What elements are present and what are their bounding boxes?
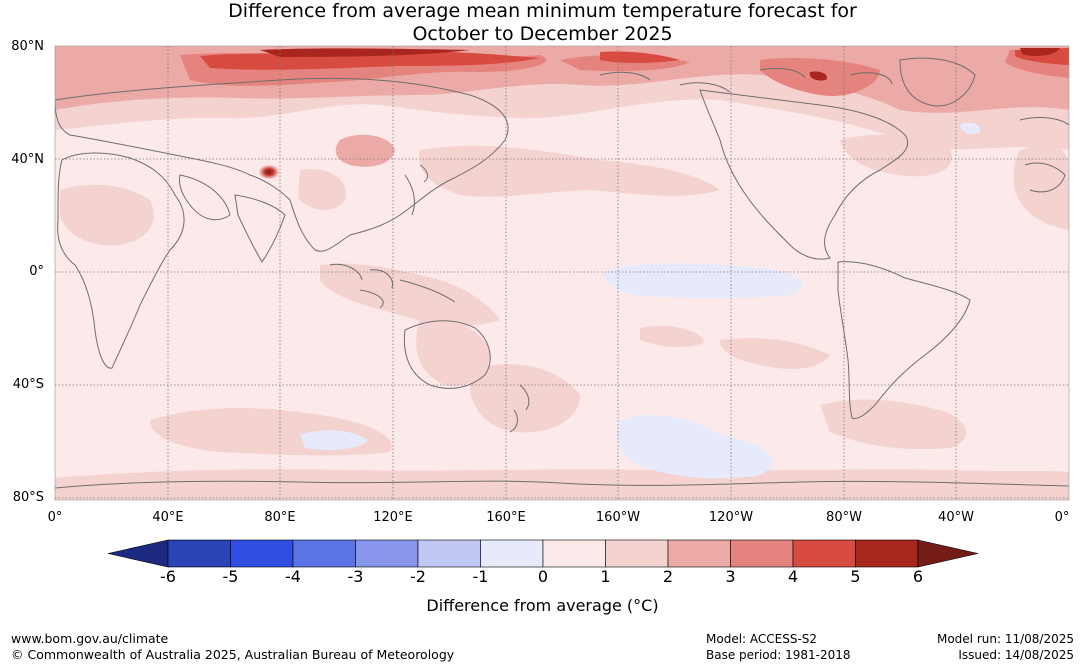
antarctic-band (55, 469, 1069, 500)
himalaya-hotspot (259, 165, 279, 179)
colorbar-segment (480, 539, 544, 568)
north-america-patch (840, 134, 952, 177)
nz-coast (509, 384, 530, 433)
footer-issued: Issued: 14/08/2025 (958, 648, 1074, 662)
southeast-pacific-cool (617, 415, 773, 479)
lat-label-40s: 40°S (12, 377, 44, 392)
arctic-islands (599, 67, 893, 93)
footer-base-period: Base period: 1981-2018 (706, 648, 851, 662)
south-indian-cool (300, 430, 368, 450)
colorbar-tick-label: -6 (160, 567, 176, 586)
north-america-coast (699, 89, 908, 260)
colorbar-tick-label: 6 (912, 567, 924, 586)
lat-label-0: 0° (29, 264, 44, 279)
colorbar-segment (292, 539, 356, 568)
map-frame (54, 45, 1070, 501)
colorbar-tick-label: -3 (347, 567, 364, 586)
east-pacific-patch (720, 338, 830, 369)
sea-islands (329, 263, 456, 309)
arctic-extreme-core (260, 48, 1060, 81)
north-pacific-patch (419, 145, 720, 197)
lon-label-0-left: 0° (47, 510, 63, 525)
colorbar-segments (107, 539, 979, 568)
arabia-coast (179, 174, 231, 221)
lon-label-0-right: 0° (1054, 510, 1070, 525)
central-pacific-patch (640, 325, 705, 348)
chart-title: Difference from average mean minimum tem… (0, 0, 1085, 46)
colorbar-tick-label: -1 (472, 567, 489, 586)
antarctica-coast (55, 480, 1069, 489)
colorbar-segment (792, 539, 856, 568)
india-patch (298, 169, 346, 210)
colorbar-extend-low (107, 539, 169, 568)
europe-coast (1019, 117, 1069, 193)
colorbar-tick-label: 0 (537, 567, 549, 586)
lon-label-80e: 80°E (264, 510, 296, 525)
asia-coast (55, 77, 509, 252)
coastlines (55, 57, 1069, 489)
graticule (55, 46, 1069, 500)
colorbar-segment (542, 539, 606, 568)
colorbar-tick-label: 1 (600, 567, 611, 586)
colorbar-tick-label: -4 (285, 567, 301, 586)
colorbar-segment (667, 539, 731, 568)
australia-patch (416, 317, 491, 386)
colorbar-segment (855, 539, 919, 568)
lon-label-80w: 80°W (826, 510, 862, 525)
title-line-2: October to December 2025 (412, 23, 673, 45)
colorbar-label: Difference from average (°C) (426, 596, 659, 615)
japan-coast (404, 164, 428, 216)
africa-coast (57, 152, 185, 369)
colorbar-segment (730, 539, 794, 568)
title-line-1: Difference from average mean minimum tem… (228, 0, 857, 22)
colorbar (107, 539, 979, 568)
colorbar-segment (355, 539, 419, 568)
colorbar-segment (167, 539, 231, 568)
footer-model-run: Model run: 11/08/2025 (936, 632, 1074, 646)
south-america-patch (820, 399, 967, 450)
india-coast (234, 194, 286, 263)
colorbar-segment (605, 539, 669, 568)
australia-coast (403, 320, 491, 389)
maritime-continent-patch (320, 263, 500, 326)
africa-patch (60, 184, 154, 246)
lon-label-160e: 160°E (486, 510, 526, 525)
lon-label-160w: 160°W (595, 510, 641, 525)
asia-warm-patch (335, 134, 395, 167)
lon-label-120w: 120°W (708, 510, 754, 525)
greenland-coast (899, 57, 976, 107)
south-pacific-patch (469, 364, 580, 433)
lon-label-40w: 40°W (938, 510, 974, 525)
atlantic-patch (1013, 145, 1069, 230)
colorbar-extend-high (917, 539, 979, 568)
lat-label-80n: 80°N (11, 39, 44, 54)
colorbar-tick-label: 4 (787, 567, 799, 586)
lon-label-120e: 120°E (373, 510, 413, 525)
colorbar-tick-label: 3 (725, 567, 736, 586)
lat-label-40n: 40°N (11, 152, 44, 167)
colorbar-tick-label: 2 (662, 567, 674, 586)
colorbar-segment (417, 539, 481, 568)
footer-copyright: © Commonwealth of Australia 2025, Austra… (11, 647, 455, 662)
anomaly-map (54, 45, 1070, 501)
footer-model: Model: ACCESS-S2 (706, 632, 818, 646)
colorbar-segment (230, 539, 294, 568)
colorbar-tick-label: -5 (222, 567, 239, 586)
footer-website: www.bom.gov.au/climate (11, 631, 169, 646)
lat-label-80s: 80°S (12, 490, 44, 505)
lon-label-40e: 40°E (152, 510, 184, 525)
colorbar-tick-label: -2 (410, 567, 426, 586)
south-america-coast (837, 261, 971, 419)
north-atlantic-cool (960, 122, 981, 134)
colorbar-tick-label: 5 (850, 567, 861, 586)
